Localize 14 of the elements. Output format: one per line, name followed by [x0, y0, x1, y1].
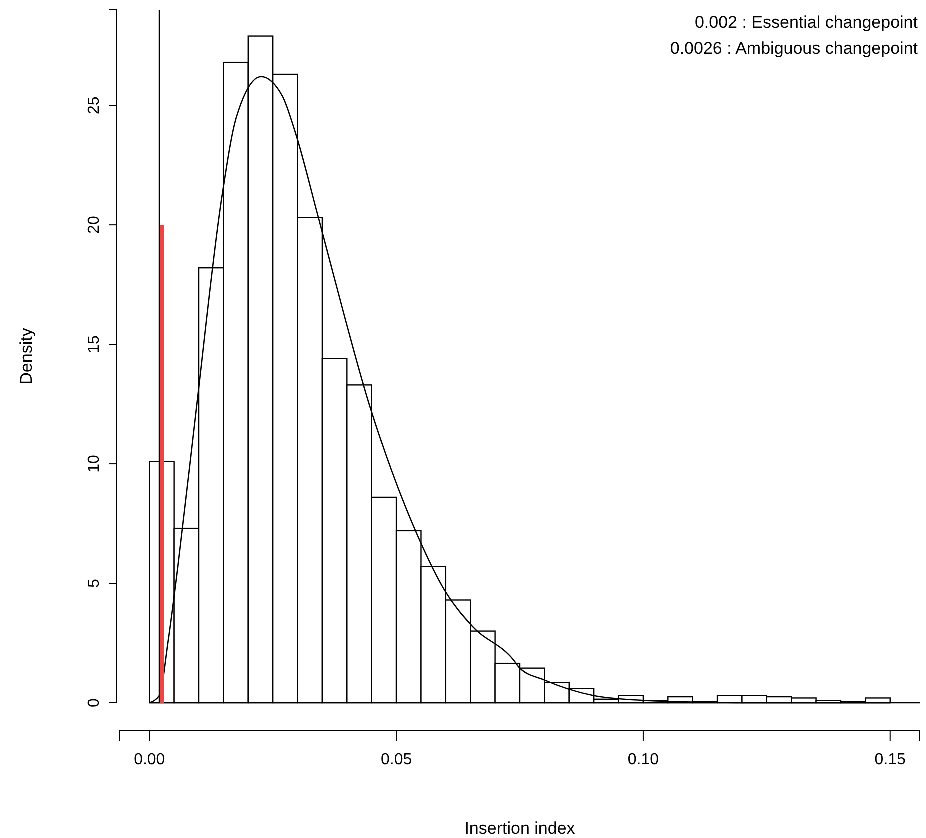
- y-tick-label: 0: [86, 698, 103, 708]
- annotation: 0.0026 : Ambiguous changepoint: [670, 39, 918, 58]
- x-tick-label: 0.00: [134, 751, 166, 768]
- y-tick-label: 10: [86, 455, 103, 473]
- x-tick-label: 0.10: [628, 751, 660, 768]
- y-tick-label: 20: [86, 216, 103, 234]
- annotation: 0.002 : Essential changepoint: [694, 13, 918, 32]
- x-tick-label: 0.05: [380, 751, 412, 768]
- x-tick-label: 0.15: [874, 751, 906, 768]
- x-axis-title: Insertion index: [464, 819, 576, 838]
- y-tick-label: 5: [86, 578, 103, 588]
- y-tick-label: 25: [86, 96, 103, 114]
- y-axis-title: Density: [17, 328, 36, 385]
- y-tick-label: 15: [86, 336, 103, 354]
